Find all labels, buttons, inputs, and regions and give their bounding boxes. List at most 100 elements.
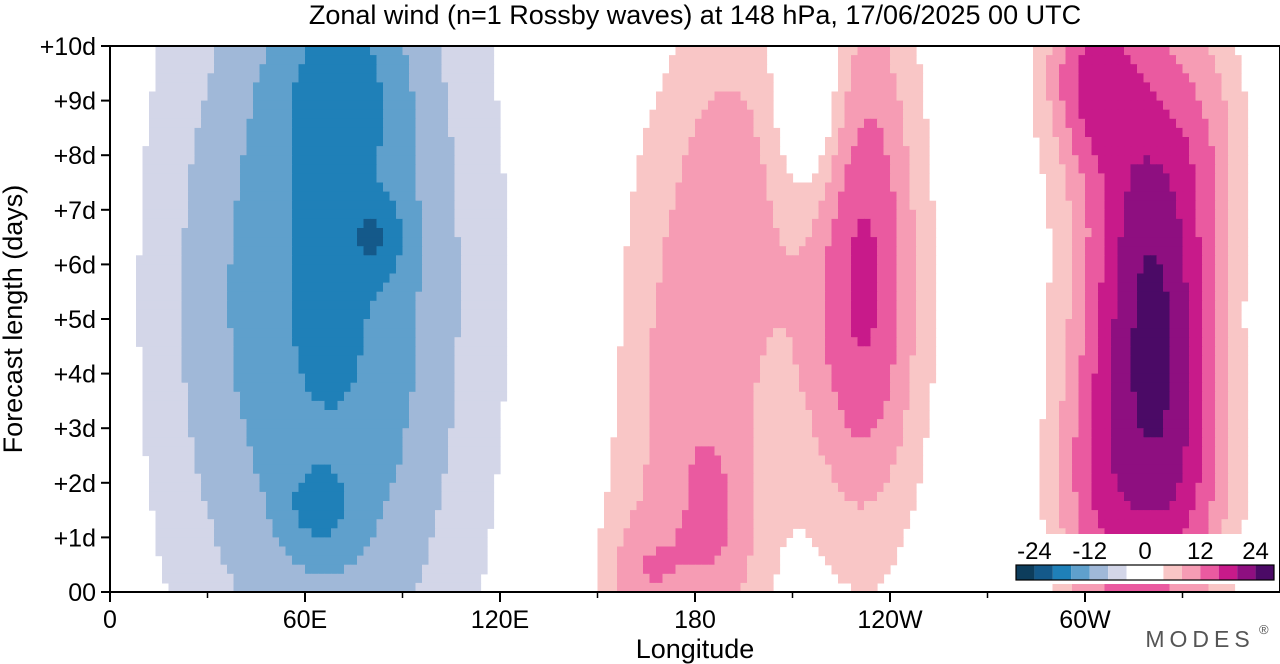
field-cell: [883, 246, 891, 256]
field-cell: [1052, 73, 1060, 83]
field-cell: [1189, 373, 1197, 384]
field-cell: [708, 355, 716, 366]
field-cell: [695, 364, 703, 375]
field-cell: [844, 200, 852, 211]
field-cell: [1215, 155, 1223, 165]
field-cell: [1111, 46, 1119, 56]
field-cell: [1052, 273, 1060, 284]
field-cell: [266, 200, 274, 211]
field-cell: [324, 364, 332, 375]
field-cell: [1182, 337, 1190, 347]
field-cell: [435, 109, 443, 120]
field-cell: [363, 237, 371, 247]
field-cell: [1143, 118, 1151, 129]
field-cell: [266, 155, 274, 165]
field-cell: [1189, 137, 1197, 147]
field-cell: [500, 237, 508, 247]
field-cell: [220, 173, 228, 184]
field-cell: [188, 127, 196, 138]
field-cell: [480, 100, 488, 111]
field-cell: [259, 255, 267, 265]
field-cell: [201, 73, 209, 83]
field-cell: [318, 282, 326, 293]
field-cell: [1117, 46, 1125, 56]
field-cell: [675, 382, 683, 393]
field-cell: [890, 337, 898, 347]
field-cell: [896, 91, 904, 102]
field-cell: [415, 100, 423, 111]
field-cell: [415, 218, 423, 229]
field-cell: [448, 328, 456, 338]
field-cell: [1169, 355, 1177, 366]
field-cell: [1059, 346, 1067, 356]
field-cell: [292, 273, 300, 284]
field-cell: [370, 282, 378, 293]
field-cell: [1143, 373, 1151, 384]
field-cell: [649, 209, 657, 220]
field-cell: [467, 237, 475, 247]
field-cell: [376, 337, 384, 347]
field-cell: [1117, 146, 1125, 156]
field-cell: [188, 46, 196, 56]
field-cell: [305, 282, 313, 293]
field-cell: [922, 118, 930, 129]
field-cell: [1124, 209, 1132, 220]
field-cell: [441, 228, 449, 238]
field-cell: [1117, 228, 1125, 238]
field-cell: [760, 146, 768, 156]
field-cell: [1195, 164, 1203, 174]
field-cell: [1208, 200, 1216, 211]
field-cell: [643, 137, 651, 147]
field-cell: [1202, 364, 1210, 375]
field-cell: [344, 364, 352, 375]
field-cell: [253, 319, 261, 329]
field-cell: [883, 309, 891, 320]
field-cell: [916, 391, 924, 402]
field-cell: [272, 64, 280, 74]
field-cell: [1234, 319, 1242, 329]
field-cell: [194, 382, 202, 393]
field-cell: [688, 237, 696, 247]
field-cell: [838, 382, 846, 393]
field-cell: [422, 173, 430, 184]
field-cell: [818, 355, 826, 366]
field-cell: [636, 346, 644, 356]
field-cell: [246, 364, 254, 375]
field-cell: [1065, 355, 1073, 366]
field-cell: [753, 282, 761, 293]
field-cell: [149, 282, 157, 293]
field-cell: [1124, 291, 1132, 302]
field-cell: [396, 273, 404, 284]
field-cell: [480, 127, 488, 138]
field-cell: [1143, 182, 1151, 193]
field-cell: [747, 382, 755, 393]
field-cell: [903, 282, 911, 293]
field-cell: [331, 182, 339, 193]
field-cell: [500, 264, 508, 275]
field-cell: [1078, 218, 1086, 229]
field-cell: [623, 291, 631, 302]
field-cell: [766, 300, 774, 311]
field-cell: [909, 82, 917, 93]
field-cell: [428, 64, 436, 74]
field-cell: [922, 237, 930, 247]
field-cell: [773, 200, 781, 211]
field-cell: [1033, 64, 1041, 74]
field-cell: [168, 237, 176, 247]
field-cell: [877, 273, 885, 284]
field-cell: [916, 209, 924, 220]
field-cell: [357, 155, 365, 165]
field-cell: [441, 319, 449, 329]
field-cell: [708, 82, 716, 93]
field-cell: [1143, 100, 1151, 111]
field-cell: [415, 291, 423, 302]
field-cell: [708, 382, 716, 393]
field-cell: [318, 146, 326, 156]
field-cell: [389, 173, 397, 184]
field-cell: [714, 237, 722, 247]
field-cell: [1124, 255, 1132, 265]
field-cell: [623, 319, 631, 329]
field-cell: [721, 182, 729, 193]
field-cell: [266, 146, 274, 156]
field-cell: [1124, 118, 1132, 129]
